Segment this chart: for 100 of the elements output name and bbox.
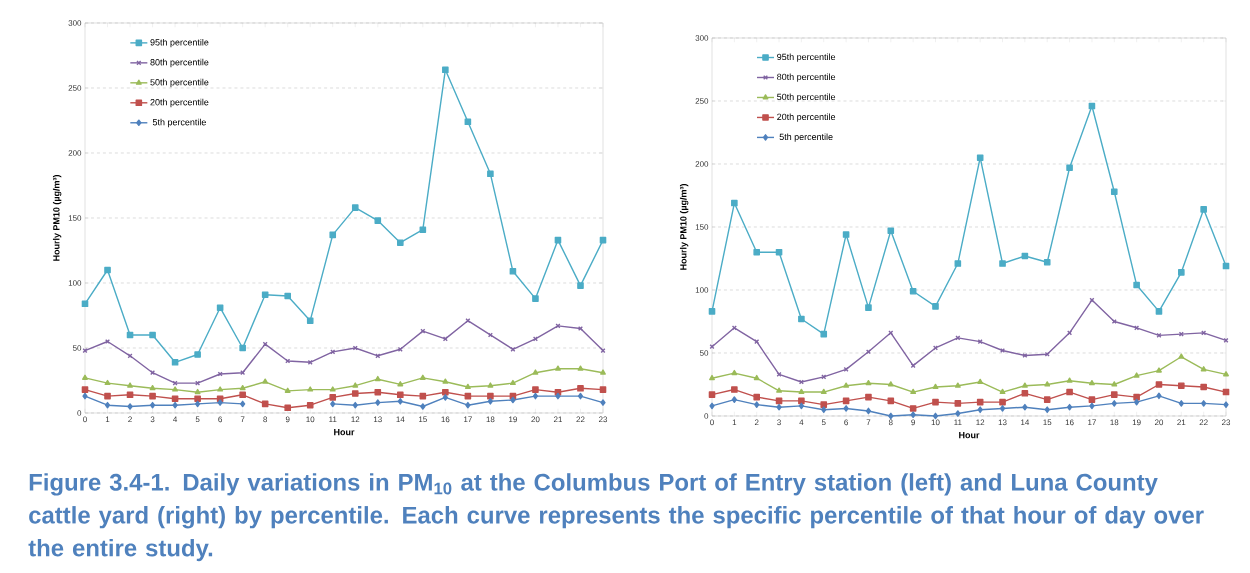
point xyxy=(977,378,984,384)
point xyxy=(306,401,314,409)
point xyxy=(1200,366,1207,372)
point xyxy=(1043,258,1051,266)
point xyxy=(1066,388,1073,396)
point xyxy=(442,394,448,401)
point xyxy=(464,383,471,389)
point xyxy=(194,400,201,408)
point xyxy=(887,381,894,387)
point xyxy=(798,397,805,405)
point xyxy=(731,199,738,207)
legend-label: 80th percentile xyxy=(150,58,209,68)
point xyxy=(127,382,133,388)
point xyxy=(1178,269,1185,276)
point xyxy=(600,399,606,406)
point xyxy=(1111,381,1118,387)
point xyxy=(397,239,404,246)
point xyxy=(1178,353,1185,359)
point xyxy=(1110,188,1118,196)
point xyxy=(776,403,782,411)
point xyxy=(329,386,336,392)
point xyxy=(999,388,1006,395)
point xyxy=(104,392,111,400)
point xyxy=(487,392,494,400)
point xyxy=(1200,383,1207,391)
point xyxy=(865,304,872,311)
point xyxy=(555,365,561,371)
point xyxy=(329,394,337,401)
legend-label: 5th percentile xyxy=(779,133,833,142)
point xyxy=(1088,396,1096,403)
point xyxy=(375,399,381,406)
x-axis-title: Hour xyxy=(334,429,355,436)
point xyxy=(954,260,962,267)
point xyxy=(932,383,939,390)
point xyxy=(420,403,426,410)
point xyxy=(1178,400,1184,407)
point xyxy=(577,392,584,400)
point xyxy=(82,374,88,380)
point xyxy=(821,406,827,413)
point xyxy=(532,295,539,302)
point xyxy=(577,385,584,392)
point xyxy=(910,388,917,395)
point xyxy=(397,381,404,387)
legend-label: 50th percentile xyxy=(777,93,836,102)
point xyxy=(798,315,805,323)
point xyxy=(127,403,133,410)
point xyxy=(216,304,224,311)
point xyxy=(1133,372,1140,378)
point xyxy=(532,369,539,375)
point xyxy=(397,398,403,405)
point xyxy=(577,365,584,371)
point xyxy=(909,287,917,295)
point xyxy=(352,382,359,388)
point xyxy=(487,398,494,405)
point xyxy=(709,402,715,410)
point xyxy=(955,410,961,417)
point xyxy=(284,404,291,412)
point xyxy=(194,351,201,358)
point xyxy=(754,401,760,408)
point xyxy=(999,260,1006,267)
point xyxy=(999,398,1006,406)
point xyxy=(149,331,156,339)
point xyxy=(731,369,738,376)
point xyxy=(798,402,805,410)
point xyxy=(887,397,895,405)
point xyxy=(555,392,561,400)
point xyxy=(1066,403,1073,411)
point xyxy=(126,391,134,399)
point xyxy=(1156,392,1162,400)
point xyxy=(1133,393,1140,401)
x-axis-title: Hour xyxy=(959,432,980,439)
point xyxy=(1178,382,1185,390)
legend-label: 5th percentile xyxy=(152,118,206,128)
point xyxy=(217,399,223,406)
point xyxy=(532,392,539,400)
point xyxy=(1089,402,1095,410)
point xyxy=(239,385,246,391)
point xyxy=(351,390,359,397)
point xyxy=(464,118,472,126)
point xyxy=(887,227,895,235)
point xyxy=(753,248,760,256)
point xyxy=(262,378,269,384)
y-axis-title: Hourly PM10 (µg/m³) xyxy=(52,175,62,261)
point xyxy=(104,401,111,409)
point xyxy=(1043,396,1051,403)
point xyxy=(374,375,381,382)
point xyxy=(374,388,382,396)
point xyxy=(442,66,449,74)
point xyxy=(865,407,872,415)
point xyxy=(753,393,760,401)
point xyxy=(330,400,336,408)
point xyxy=(932,398,939,406)
point xyxy=(329,231,337,239)
point xyxy=(149,392,156,400)
point xyxy=(932,345,939,351)
point xyxy=(487,170,494,178)
point xyxy=(708,308,716,315)
point xyxy=(1223,401,1229,408)
point xyxy=(1044,406,1050,413)
point xyxy=(1021,390,1029,397)
